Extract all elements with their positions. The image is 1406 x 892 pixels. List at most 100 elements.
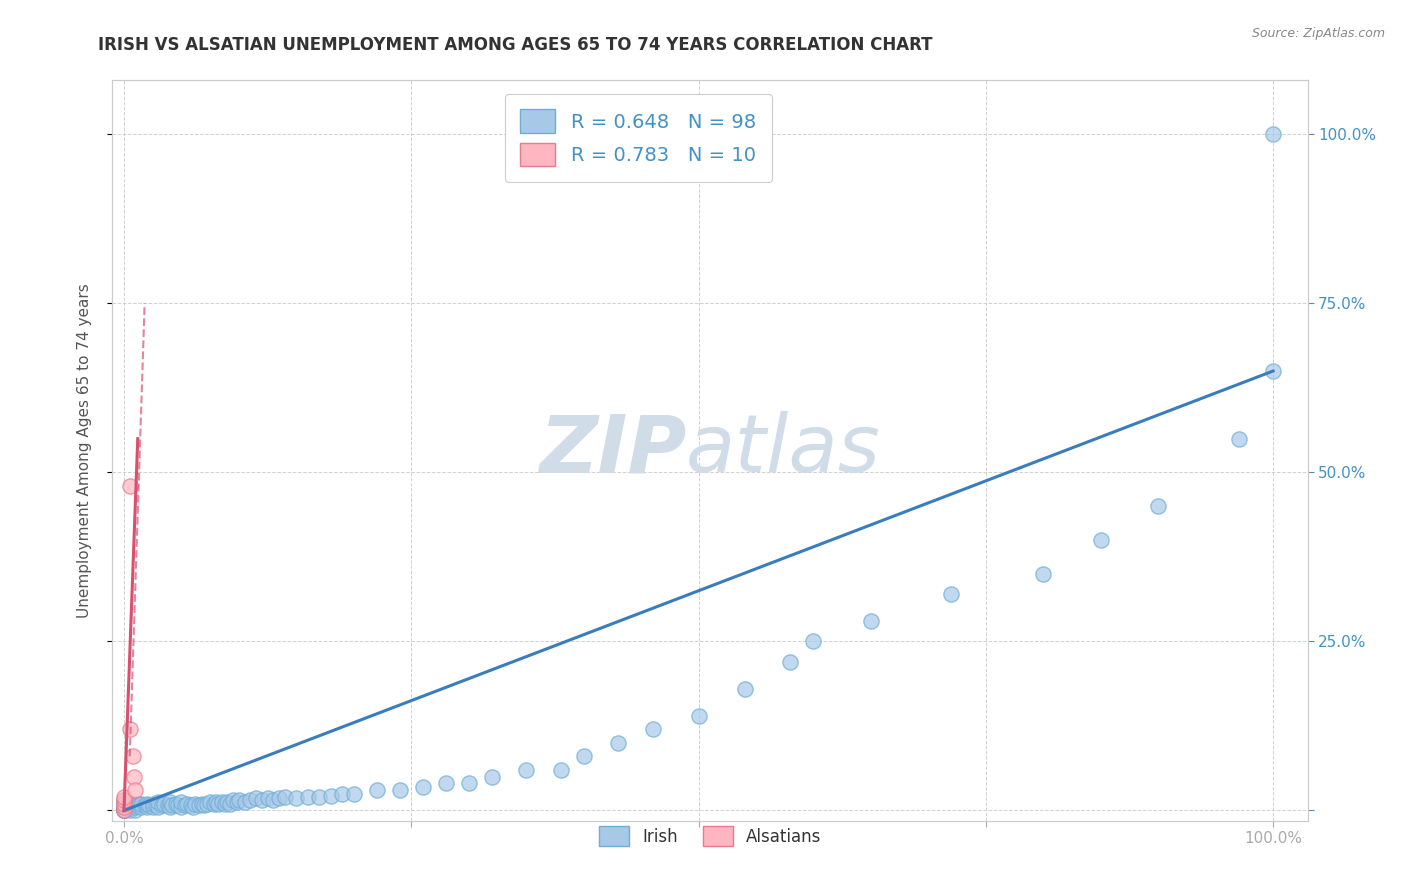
Point xyxy=(148,800,170,814)
Point xyxy=(112,793,135,807)
Point xyxy=(127,798,149,813)
Point xyxy=(225,796,247,810)
Point xyxy=(136,797,159,811)
Y-axis label: Unemployment Among Ages 65 to 74 years: Unemployment Among Ages 65 to 74 years xyxy=(77,283,91,618)
Point xyxy=(121,800,143,814)
Point xyxy=(142,800,165,814)
Point xyxy=(1227,432,1250,446)
Point xyxy=(180,798,202,813)
Point xyxy=(515,763,537,777)
Point xyxy=(112,793,135,807)
Point xyxy=(173,798,195,813)
Point xyxy=(245,791,267,805)
Point xyxy=(205,796,228,810)
Legend: Irish, Alsatians: Irish, Alsatians xyxy=(592,820,828,853)
Point xyxy=(136,800,159,814)
Point xyxy=(269,791,291,805)
Point xyxy=(165,797,187,811)
Point xyxy=(124,770,146,784)
Point xyxy=(153,797,176,811)
Point xyxy=(145,798,167,813)
Point xyxy=(297,789,319,804)
Point xyxy=(112,800,135,814)
Point xyxy=(308,789,330,804)
Point xyxy=(803,634,825,648)
Point xyxy=(118,800,141,814)
Point xyxy=(343,787,366,801)
Point xyxy=(228,793,250,807)
Point xyxy=(112,797,135,811)
Point xyxy=(434,776,457,790)
Point xyxy=(170,800,193,814)
Point xyxy=(122,749,145,764)
Point xyxy=(142,797,165,811)
Point xyxy=(124,800,146,814)
Point xyxy=(607,736,630,750)
Point xyxy=(193,798,215,813)
Point xyxy=(124,783,146,797)
Text: ZIP: ZIP xyxy=(538,411,686,490)
Point xyxy=(457,776,479,790)
Point xyxy=(112,789,135,804)
Point xyxy=(198,796,221,810)
Point xyxy=(285,791,308,805)
Point xyxy=(412,780,434,794)
Point xyxy=(118,723,141,737)
Point xyxy=(176,797,198,811)
Point xyxy=(124,804,146,818)
Point xyxy=(641,723,664,737)
Point xyxy=(118,797,141,811)
Point xyxy=(1261,364,1284,378)
Point xyxy=(1090,533,1112,547)
Point xyxy=(184,797,207,811)
Point xyxy=(129,800,152,814)
Point xyxy=(118,479,141,493)
Point xyxy=(112,804,135,818)
Point xyxy=(122,798,145,813)
Point xyxy=(202,797,225,811)
Point xyxy=(1032,566,1054,581)
Point xyxy=(138,798,160,813)
Point xyxy=(148,796,170,810)
Point xyxy=(218,797,240,811)
Point xyxy=(572,749,595,764)
Point xyxy=(150,798,173,813)
Point xyxy=(366,783,388,797)
Point xyxy=(191,797,214,811)
Point xyxy=(112,804,135,818)
Point xyxy=(156,798,179,813)
Point xyxy=(167,798,190,813)
Point xyxy=(112,804,135,818)
Point xyxy=(124,797,146,811)
Point xyxy=(187,798,209,813)
Text: Source: ZipAtlas.com: Source: ZipAtlas.com xyxy=(1251,27,1385,40)
Point xyxy=(112,797,135,812)
Point xyxy=(941,587,963,601)
Point xyxy=(112,797,135,811)
Point xyxy=(207,797,229,811)
Point xyxy=(112,798,135,813)
Point xyxy=(1261,128,1284,142)
Point xyxy=(112,800,135,814)
Point xyxy=(262,793,284,807)
Point xyxy=(550,763,572,777)
Point xyxy=(214,797,236,811)
Point xyxy=(779,655,801,669)
Point xyxy=(330,787,353,801)
Point xyxy=(112,804,135,818)
Point xyxy=(217,796,239,810)
Point xyxy=(222,793,245,807)
Point xyxy=(239,793,262,807)
Point xyxy=(181,800,204,814)
Point xyxy=(159,800,181,814)
Point xyxy=(162,798,183,813)
Point xyxy=(274,789,297,804)
Point xyxy=(211,796,233,810)
Point xyxy=(112,796,135,810)
Point xyxy=(134,798,156,813)
Point xyxy=(859,614,882,628)
Point xyxy=(1147,500,1170,514)
Point xyxy=(129,797,152,811)
Point xyxy=(388,783,411,797)
Text: atlas: atlas xyxy=(686,411,882,490)
